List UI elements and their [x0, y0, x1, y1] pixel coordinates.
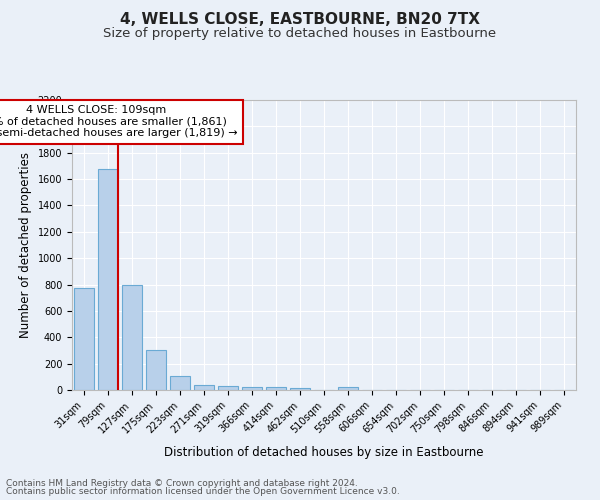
Bar [98, 168, 118, 390]
Bar [338, 388, 358, 390]
Bar [170, 376, 190, 390]
Text: 4, WELLS CLOSE, EASTBOURNE, BN20 7TX: 4, WELLS CLOSE, EASTBOURNE, BN20 7TX [120, 12, 480, 28]
Text: Contains HM Land Registry data © Crown copyright and database right 2024.: Contains HM Land Registry data © Crown c… [6, 478, 358, 488]
X-axis label: Distribution of detached houses by size in Eastbourne: Distribution of detached houses by size … [164, 446, 484, 458]
Bar [242, 387, 262, 390]
Y-axis label: Number of detached properties: Number of detached properties [19, 152, 32, 338]
Text: Size of property relative to detached houses in Eastbourne: Size of property relative to detached ho… [103, 28, 497, 40]
Bar [218, 386, 238, 390]
Text: Contains public sector information licensed under the Open Government Licence v3: Contains public sector information licen… [6, 487, 400, 496]
Bar [266, 388, 286, 390]
Bar [122, 284, 142, 390]
Bar [290, 388, 310, 390]
Bar [146, 350, 166, 390]
Text: 4 WELLS CLOSE: 109sqm
← 50% of detached houses are smaller (1,861)
49% of semi-d: 4 WELLS CLOSE: 109sqm ← 50% of detached … [0, 106, 238, 138]
Bar [74, 288, 94, 390]
Bar [194, 384, 214, 390]
